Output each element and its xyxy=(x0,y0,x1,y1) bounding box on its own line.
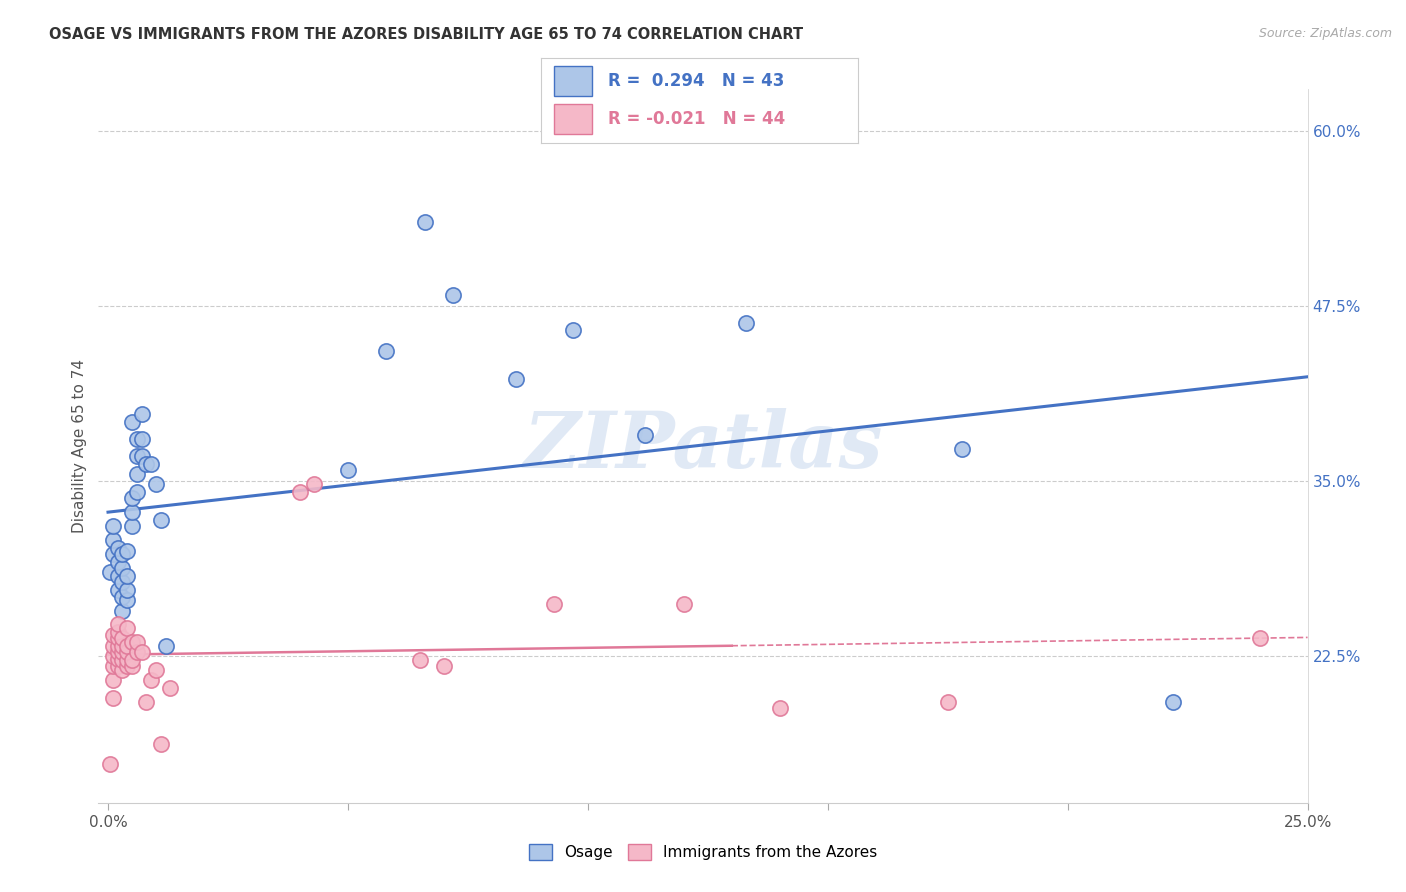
Point xyxy=(107,569,129,583)
Point xyxy=(121,635,143,649)
Point xyxy=(101,518,124,533)
Point xyxy=(125,645,148,659)
Point xyxy=(125,449,148,463)
Point xyxy=(115,639,138,653)
Point xyxy=(543,597,565,611)
Point xyxy=(111,547,134,561)
Point xyxy=(131,432,153,446)
Point xyxy=(433,658,456,673)
Point xyxy=(115,583,138,598)
Point xyxy=(115,653,138,667)
Point xyxy=(1161,695,1184,709)
Point xyxy=(121,653,143,667)
Point xyxy=(121,415,143,429)
Point xyxy=(101,690,124,705)
Legend: Osage, Immigrants from the Azores: Osage, Immigrants from the Azores xyxy=(523,838,883,866)
Point xyxy=(101,547,124,561)
Point xyxy=(101,648,124,663)
Point xyxy=(111,645,134,659)
Point xyxy=(111,653,134,667)
Point xyxy=(115,569,138,583)
Point xyxy=(100,565,122,579)
Text: R = -0.021   N = 44: R = -0.021 N = 44 xyxy=(607,110,785,128)
Text: ZIPatlas: ZIPatlas xyxy=(523,408,883,484)
Point xyxy=(141,673,163,687)
Text: Source: ZipAtlas.com: Source: ZipAtlas.com xyxy=(1258,27,1392,40)
Point xyxy=(107,651,129,665)
Point xyxy=(131,449,153,463)
Point xyxy=(634,427,657,442)
Point xyxy=(121,505,143,519)
Point xyxy=(149,737,172,751)
Point xyxy=(304,476,326,491)
Point xyxy=(101,658,124,673)
Point xyxy=(288,485,311,500)
Point xyxy=(101,673,124,687)
Point xyxy=(375,343,398,358)
Point xyxy=(111,560,134,574)
Point xyxy=(100,756,122,771)
Point xyxy=(107,616,129,631)
Point xyxy=(111,590,134,604)
Text: OSAGE VS IMMIGRANTS FROM THE AZORES DISABILITY AGE 65 TO 74 CORRELATION CHART: OSAGE VS IMMIGRANTS FROM THE AZORES DISA… xyxy=(49,27,803,42)
Point xyxy=(111,663,134,677)
Point xyxy=(735,316,758,330)
Point xyxy=(107,625,129,640)
Point xyxy=(107,658,129,673)
Point xyxy=(131,645,153,659)
Point xyxy=(155,639,177,653)
Point xyxy=(672,597,695,611)
Point xyxy=(505,372,527,386)
Point xyxy=(115,645,138,659)
Point xyxy=(562,323,585,337)
Bar xyxy=(554,103,592,134)
Point xyxy=(443,288,465,302)
Point xyxy=(121,518,143,533)
Point xyxy=(145,663,167,677)
Point xyxy=(149,513,172,527)
Point xyxy=(107,631,129,645)
Point xyxy=(107,555,129,569)
Point xyxy=(125,635,148,649)
Point xyxy=(101,639,124,653)
Point xyxy=(131,407,153,421)
Point xyxy=(101,533,124,547)
Point xyxy=(115,658,138,673)
Point xyxy=(107,645,129,659)
Point xyxy=(145,476,167,491)
Point xyxy=(1249,631,1271,645)
Point xyxy=(135,457,157,471)
Point xyxy=(409,653,432,667)
Point xyxy=(413,215,436,229)
Point xyxy=(336,463,359,477)
Point xyxy=(107,541,129,556)
Point xyxy=(111,574,134,589)
Point xyxy=(125,485,148,500)
Point xyxy=(121,491,143,505)
Point xyxy=(135,695,157,709)
Point xyxy=(125,432,148,446)
Point xyxy=(950,442,973,456)
Text: R =  0.294   N = 43: R = 0.294 N = 43 xyxy=(607,72,785,90)
Bar xyxy=(554,66,592,96)
Point xyxy=(111,631,134,645)
Point xyxy=(141,457,163,471)
Point xyxy=(769,700,792,714)
Point xyxy=(107,639,129,653)
Point xyxy=(115,544,138,558)
Point xyxy=(101,628,124,642)
Point xyxy=(115,621,138,635)
Point xyxy=(115,593,138,607)
Point xyxy=(121,658,143,673)
Point xyxy=(111,639,134,653)
Point xyxy=(159,681,181,695)
Point xyxy=(125,467,148,481)
Point xyxy=(936,695,959,709)
Y-axis label: Disability Age 65 to 74: Disability Age 65 to 74 xyxy=(72,359,87,533)
Point xyxy=(111,604,134,618)
Point xyxy=(107,583,129,598)
